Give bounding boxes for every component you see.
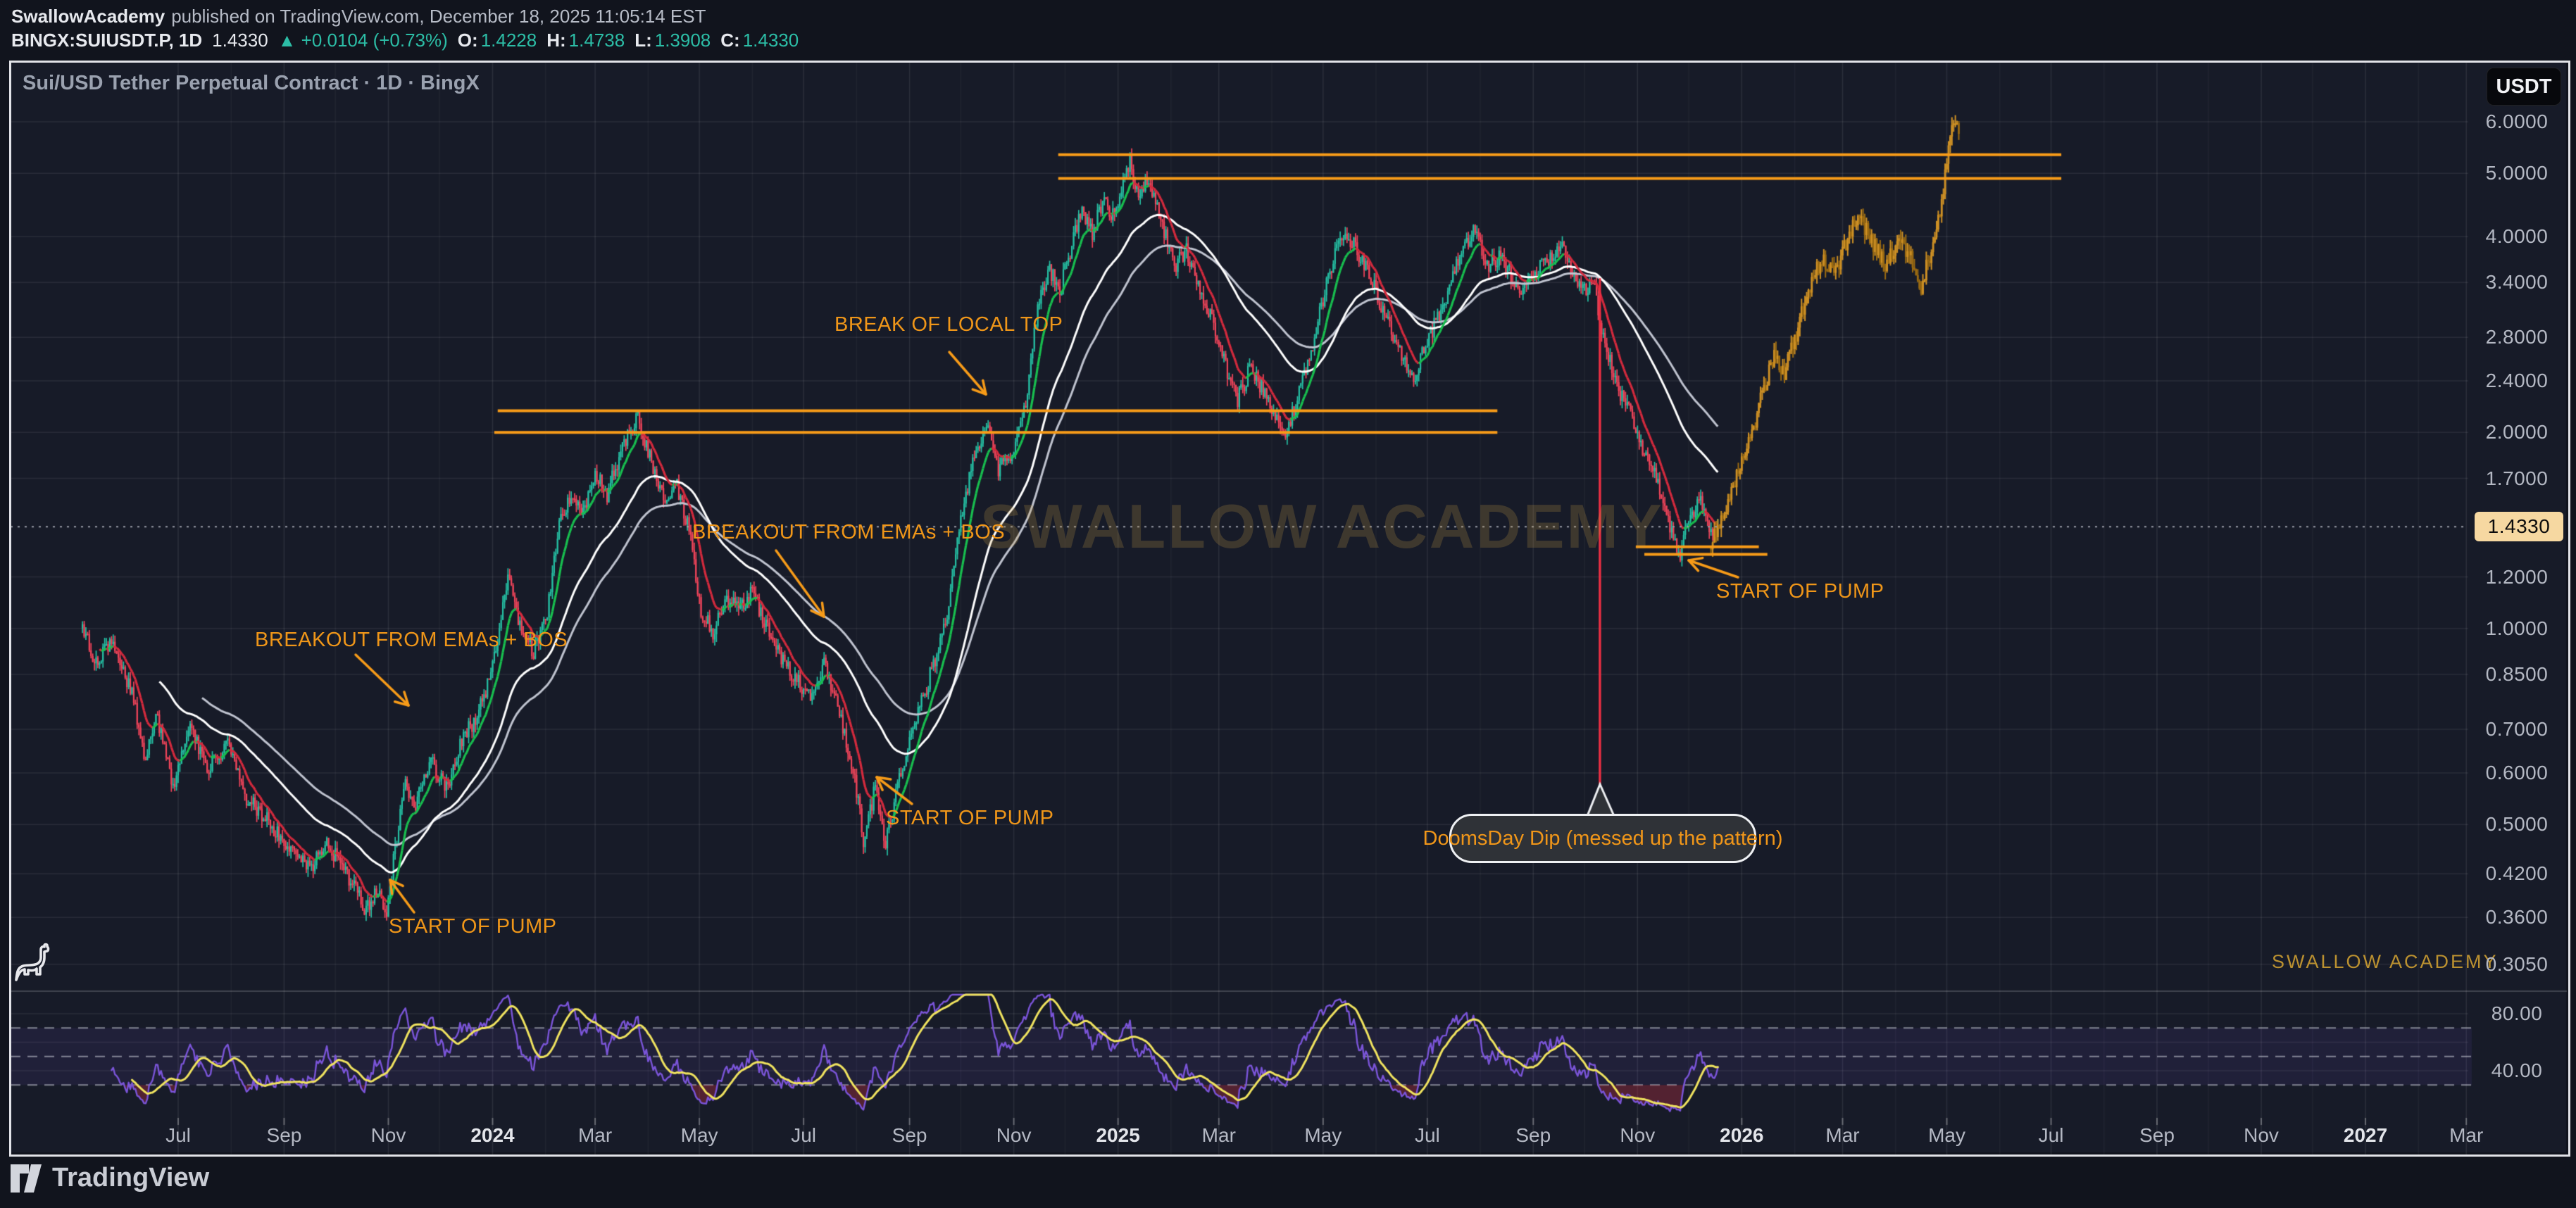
ohlc-low: L: 1.3908: [634, 30, 711, 51]
time-tick-label: Sep: [1515, 1124, 1551, 1146]
price-tick-label: 0.8500: [2485, 663, 2549, 686]
center-watermark: SWALLOW ACADEMY: [980, 491, 1664, 561]
open-label: O:: [457, 30, 478, 51]
low-label: L:: [634, 30, 652, 51]
price-tick-label: 4.0000: [2485, 225, 2549, 247]
chart-legend-title[interactable]: Sui/USD Tether Perpetual Contract · 1D ·…: [23, 72, 480, 94]
publish-text: published on TradingView.com, December 1…: [171, 6, 706, 27]
up-arrow-icon: ▲: [277, 30, 296, 51]
price-tick-label: 0.7000: [2485, 718, 2549, 741]
current-price-label: 1.4330: [2475, 512, 2563, 541]
time-tick-label: Mar: [1201, 1124, 1236, 1146]
ohlc-close: C: 1.4330: [720, 30, 799, 51]
tradingview-logo-icon: [11, 1164, 42, 1193]
price-tick-label: 5.0000: [2485, 162, 2549, 184]
rsi-tick-label: 40.00: [2491, 1059, 2543, 1081]
annotation-text[interactable]: BREAK OF LOCAL TOP: [834, 313, 1063, 336]
time-tick-label: Mar: [2449, 1124, 2484, 1146]
time-tick-label: Sep: [892, 1124, 927, 1146]
time-tick-label: Mar: [577, 1124, 613, 1146]
tradingview-footer-link[interactable]: TradingView: [10, 1163, 209, 1193]
time-tick-label: May: [1928, 1124, 1965, 1146]
time-tick-label: Nov: [996, 1124, 1032, 1146]
time-tick-label: May: [1304, 1124, 1342, 1146]
time-tick-label: 2025: [1096, 1124, 1140, 1146]
price-tick-label: 2.0000: [2485, 421, 2549, 443]
price-tick-label: 6.0000: [2485, 111, 2549, 132]
price-tick-label: 3.4000: [2485, 271, 2549, 294]
time-tick-label: Nov: [370, 1124, 406, 1146]
dino-icon: [15, 943, 50, 981]
annotation-text[interactable]: BREAKOUT FROM EMAs + BOS: [692, 521, 1006, 543]
price-change: ▲ +0.0104 (+0.73%): [278, 30, 448, 51]
time-tick-label: Sep: [2139, 1124, 2175, 1146]
symbol-text[interactable]: BINGX:SUIUSDT.P, 1D: [11, 30, 203, 51]
bottom-right-watermark: SWALLOW ACADEMY: [2272, 951, 2499, 972]
last-price: 1.4330: [212, 30, 268, 51]
high-value: 1.4738: [568, 30, 625, 51]
time-tick-label: Nov: [2244, 1124, 2279, 1146]
quote-line: BINGX:SUIUSDT.P, 1D 1.4330 ▲ +0.0104 (+0…: [11, 30, 799, 51]
annotation-text[interactable]: BREAKOUT FROM EMAs + BOS: [255, 629, 568, 651]
time-tick-label: 2027: [2343, 1124, 2388, 1146]
time-tick-label: Jul: [2038, 1124, 2064, 1146]
price-tick-label: 1.0000: [2485, 617, 2549, 639]
currency-toggle-button[interactable]: USDT: [2487, 68, 2561, 106]
close-label: C:: [720, 30, 740, 51]
price-tick-label: 0.3050: [2485, 952, 2549, 975]
time-tick-label: May: [680, 1124, 718, 1146]
publish-info: SwallowAcademy published on TradingView.c…: [11, 6, 706, 27]
time-tick-label: Jul: [1414, 1124, 1440, 1146]
annotation-text[interactable]: START OF PUMP: [1716, 580, 1884, 603]
ohlc-high: H: 1.4738: [546, 30, 625, 51]
time-tick-label: Jul: [791, 1124, 817, 1146]
author-name: SwallowAcademy: [11, 6, 165, 27]
time-tick-label: 2024: [470, 1124, 515, 1146]
close-value: 1.4330: [742, 30, 799, 51]
high-label: H:: [546, 30, 566, 51]
annotation-text[interactable]: START OF PUMP: [886, 807, 1054, 829]
price-tick-label: 2.4000: [2485, 370, 2549, 392]
time-tick-label: Sep: [266, 1124, 302, 1146]
time-tick-label: Jul: [165, 1124, 191, 1146]
annotation-text[interactable]: START OF PUMP: [389, 915, 557, 938]
tradingview-brand-text: TradingView: [52, 1163, 210, 1193]
time-tick-label: 2026: [1720, 1124, 1764, 1146]
ohlc-open: O: 1.4228: [458, 30, 537, 51]
price-tick-label: 1.2000: [2485, 565, 2549, 588]
price-tick-label: 2.8000: [2485, 326, 2549, 348]
low-value: 1.3908: [654, 30, 711, 51]
open-value: 1.4228: [480, 30, 537, 51]
rsi-tick-label: 80.00: [2491, 1002, 2543, 1024]
time-tick-label: Nov: [1620, 1124, 1656, 1146]
price-tick-label: 0.4200: [2485, 862, 2549, 885]
time-tick-label: Mar: [1825, 1124, 1860, 1146]
price-tick-label: 0.5000: [2485, 813, 2549, 836]
price-tick-label: 0.6000: [2485, 762, 2549, 784]
doomsday-callout[interactable]: DoomsDay Dip (messed up the pattern): [1423, 814, 1782, 863]
price-tick-label: 0.3600: [2485, 906, 2549, 929]
price-tick-label: 1.7000: [2485, 467, 2549, 489]
change-value: +0.0104 (+0.73%): [301, 30, 448, 51]
